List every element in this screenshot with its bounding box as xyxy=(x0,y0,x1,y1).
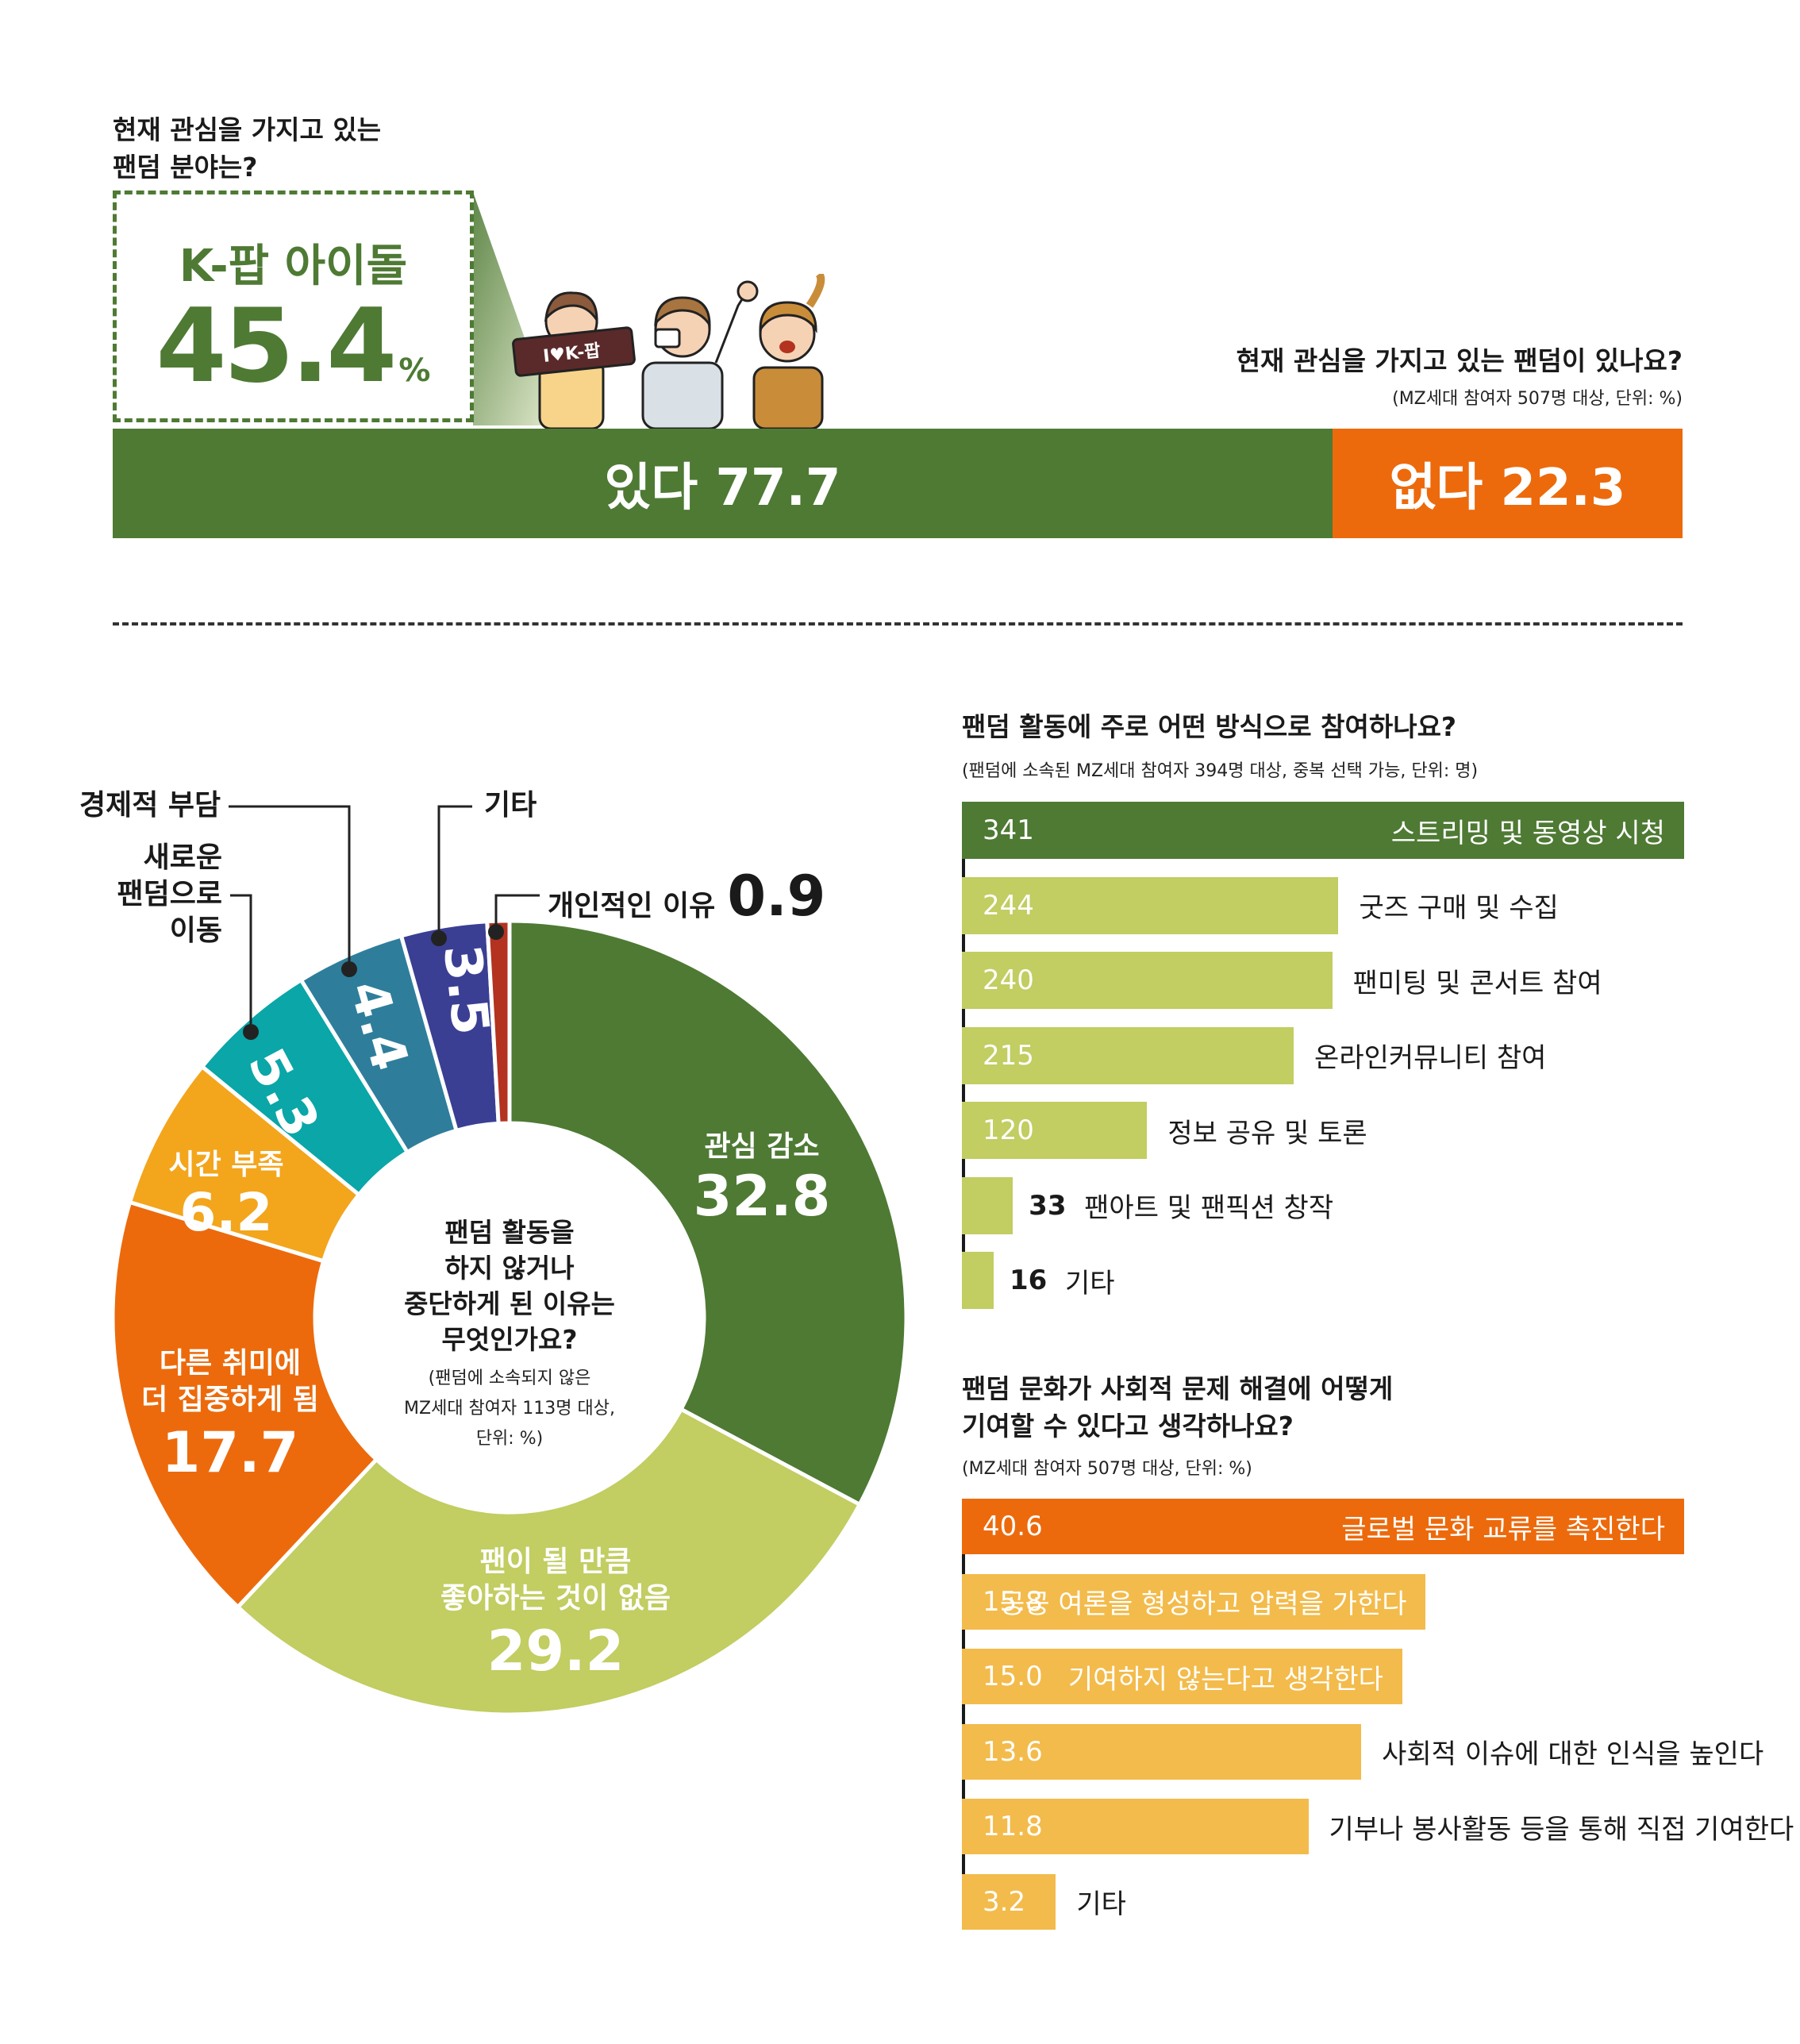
donut-slice-1 xyxy=(507,921,906,1507)
participation-bar-value: 240 xyxy=(983,964,1034,996)
social-bar-label: 사회적 이슈에 대한 인식을 높인다 xyxy=(1382,1738,1764,1770)
social-bar-value: 15.8 xyxy=(983,1585,1043,1618)
participation-bar-label: 기타 xyxy=(1065,1267,1115,1299)
social-note: (MZ세대 참여자 507명 대상, 단위: %) xyxy=(962,1459,1252,1479)
participation-bar-label: 굿즈 구매 및 수집 xyxy=(1359,892,1559,924)
participation-bar-fill xyxy=(962,1102,1148,1159)
participation-bar-value: 215 xyxy=(983,1039,1034,1072)
social-bar-label: 기부나 봉사활동 등을 통해 직접 기여한다 xyxy=(1329,1813,1794,1846)
fan-girl-cheering-icon xyxy=(752,274,825,429)
donut-outer-label-etc: 기타 xyxy=(484,789,537,822)
participation-bar-value: 120 xyxy=(983,1114,1034,1146)
highlight-box xyxy=(113,191,474,422)
social-bar-label: 기여하지 않는다고 생각한다 xyxy=(1067,1663,1383,1696)
participation-bar-fill xyxy=(962,1026,1294,1084)
donut-hole xyxy=(317,1125,702,1511)
leader-econ xyxy=(229,805,351,969)
participation-bar-1: 341 스트리밍 및 동영상 시청 xyxy=(962,802,1684,859)
leader-personal xyxy=(494,894,540,932)
social-bar-fill xyxy=(962,1799,1309,1854)
participation-bar-chart: 341 스트리밍 및 동영상 시청 244 굿즈 구매 및 수집 240 팬미팅 및 콘서… xyxy=(962,802,1684,1310)
fan-girl-with-sign-icon: I♥K-팝 xyxy=(512,291,636,429)
participation-bar-label: 정보 공유 및 토론 xyxy=(1167,1117,1367,1149)
participation-bar-fill xyxy=(962,802,1684,859)
participation-bar-5: 120 정보 공유 및 토론 xyxy=(962,1102,1684,1159)
has-fandom-question: 현재 관심을 가지고 있는 팬덤이 있나요? xyxy=(1236,345,1683,376)
highlight-value: 45.4% xyxy=(156,287,431,406)
bar-yes: 있다 77.7 xyxy=(113,429,1333,538)
participation-bar-4: 215 온라인커뮤니티 참여 xyxy=(962,1026,1684,1084)
participation-bar-6: 33 팬아트 및 팬픽션 창작 xyxy=(962,1176,1684,1234)
social-bar-label: 기타 xyxy=(1076,1888,1126,1920)
reasons-donut-chart xyxy=(113,921,906,1715)
fans-illustration: I♥K-팝 xyxy=(512,274,825,429)
leader-dot-etc xyxy=(431,930,447,946)
social-bar-value: 40.6 xyxy=(983,1511,1043,1542)
participation-bar-value: 33 xyxy=(1029,1189,1067,1222)
social-bar-fill xyxy=(962,1499,1684,1554)
social-bar-value: 11.8 xyxy=(983,1811,1043,1842)
social-axis xyxy=(962,1499,965,1930)
participation-bar-label: 팬미팅 및 콘서트 참여 xyxy=(1352,967,1602,999)
donut-outer-label-econ: 경제적 부담 xyxy=(79,789,221,822)
social-bar-fill xyxy=(962,1873,1056,1930)
social-question: 팬덤 문화가 사회적 문제 해결에 어떻게 기여할 수 있다고 생각하나요? xyxy=(962,1373,1394,1442)
donut-label-time: 시간 부족 6.2 xyxy=(168,1149,284,1243)
participation-note: (팬덤에 소속된 MZ세대 참여자 394명 대상, 중복 선택 가능, 단위:… xyxy=(962,761,1479,781)
social-bar-fill xyxy=(962,1723,1362,1780)
leader-dot-personal xyxy=(488,924,504,940)
participation-bar-fill xyxy=(962,876,1339,934)
bar-no: 없다 22.3 xyxy=(1332,429,1683,538)
has-fandom-stacked-bar: 있다 77.7 없다 22.3 xyxy=(113,429,1683,538)
participation-question: 팬덤 활동에 주로 어떤 방식으로 참여하나요? xyxy=(962,711,1457,742)
participation-bar-label: 온라인커뮤니티 참여 xyxy=(1314,1042,1547,1074)
donut-slice-3 xyxy=(113,1199,379,1611)
participation-bar-value: 244 xyxy=(983,889,1034,922)
social-bar-label: 글로벌 문화 교류를 촉진한다 xyxy=(1341,1513,1665,1546)
participation-bar-label: 스트리밍 및 동영상 시청 xyxy=(1390,817,1665,849)
social-bar-3: 15.0 기여하지 않는다고 생각한다 xyxy=(962,1649,1684,1704)
social-bar-fill xyxy=(962,1649,1402,1704)
social-bar-fill xyxy=(962,1573,1426,1630)
social-bar-5: 11.8 기부나 봉사활동 등을 통해 직접 기여한다 xyxy=(962,1799,1794,1854)
social-bar-value: 15.0 xyxy=(983,1661,1043,1692)
donut-outer-label-personal: 개인적인 이유 0.9 xyxy=(548,864,826,929)
leader-dot-econ xyxy=(341,961,357,977)
leader-dot-new xyxy=(243,1024,259,1040)
social-bar-label: 공공 여론을 형성하고 압력을 가한다 xyxy=(1000,1588,1407,1620)
donut-outer-label-new: 새로운 팬덤으로 이동 xyxy=(117,841,222,947)
participation-bar-2: 244 굿즈 구매 및 수집 xyxy=(962,876,1684,934)
social-bar-value: 3.2 xyxy=(983,1885,1026,1918)
donut-label-interest: 관심 감소 32.8 xyxy=(693,1130,831,1229)
donut-slice-8 xyxy=(485,921,512,1126)
donut-center-question: 팬덤 활동을 하지 않거나 중단하게 된 이유는 무엇인가요? xyxy=(404,1217,615,1355)
has-fandom-note: (MZ세대 참여자 507명 대상, 단위: %) xyxy=(1392,389,1683,409)
donut-label-hobby: 다른 취미에 더 집중하게 됨 17.7 xyxy=(141,1347,319,1485)
participation-bar-label: 팬아트 및 팬픽션 창작 xyxy=(1084,1192,1334,1224)
donut-label-nolike: 팬이 될 만큼 좋아하는 것이 없음 29.2 xyxy=(440,1546,671,1684)
participation-bar-fill xyxy=(962,952,1333,1009)
participation-bar-3: 240 팬미팅 및 콘서트 참여 xyxy=(962,952,1684,1009)
social-bar-6: 3.2 기타 xyxy=(962,1873,1684,1930)
participation-bar-value: 16 xyxy=(1010,1265,1048,1296)
donut-center-note: (팬덤에 소속되지 않은 MZ세대 참여자 113명 대상, 단위: %) xyxy=(404,1368,615,1449)
social-bar-4: 13.6 사회적 이슈에 대한 인식을 높인다 xyxy=(962,1723,1763,1780)
highlight-category: K-팝 아이돌 xyxy=(179,241,408,292)
participation-bar-fill xyxy=(962,1176,1013,1234)
social-bar-chart: 40.6 글로벌 문화 교류를 촉진한다 15.8 공공 여론을 형성하고 압력을 가… xyxy=(962,1499,1794,1931)
participation-bar-fill xyxy=(962,1252,994,1309)
social-bar-value: 13.6 xyxy=(983,1735,1043,1768)
social-bar-1: 40.6 글로벌 문화 교류를 촉진한다 xyxy=(962,1499,1684,1554)
leader-etc xyxy=(437,805,472,938)
donut-slice-2 xyxy=(235,1406,863,1715)
social-bar-2: 15.8 공공 여론을 형성하고 압력을 가한다 xyxy=(962,1573,1684,1630)
top-question: 현재 관심을 가지고 있는 팬덤 분야는? xyxy=(113,114,382,183)
leader-new xyxy=(230,894,252,1032)
participation-bar-value: 341 xyxy=(983,814,1034,846)
section-divider xyxy=(113,622,1683,626)
participation-bar-7: 16 기타 xyxy=(962,1252,1684,1309)
fan-boy-with-phone-icon xyxy=(641,280,759,429)
